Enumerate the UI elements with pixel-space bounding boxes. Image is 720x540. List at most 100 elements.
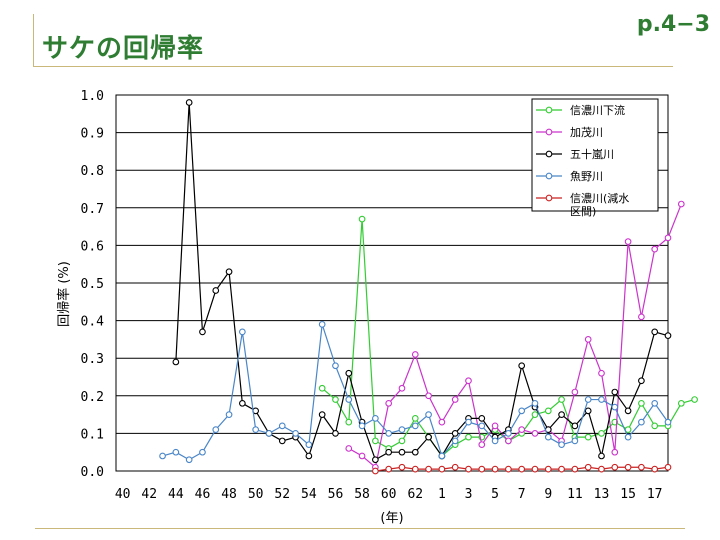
- legend-label: 信濃川下流: [570, 103, 625, 117]
- slide-title: サケの回帰率: [42, 34, 205, 64]
- data-point: [531, 399, 539, 407]
- legend-label: 信濃川(減水: [570, 191, 629, 205]
- x-tick-label: 54: [301, 487, 317, 502]
- data-point: [212, 287, 220, 294]
- data-point: [598, 396, 605, 403]
- bottom-rule: [35, 528, 685, 529]
- series-line: [348, 203, 682, 469]
- data-point: [465, 418, 472, 426]
- data-point: [571, 388, 579, 396]
- x-tick-label: 62: [407, 487, 423, 502]
- data-point: [265, 430, 273, 437]
- data-point: [385, 430, 393, 437]
- data-point: [651, 328, 659, 336]
- data-point: [345, 369, 353, 377]
- y-tick-label: 0.0: [81, 465, 104, 480]
- data-point: [332, 362, 339, 370]
- data-point: [385, 465, 393, 473]
- data-point: [505, 465, 512, 473]
- data-point: [571, 422, 579, 430]
- data-point: [332, 396, 339, 403]
- data-point: [558, 411, 565, 418]
- data-point: [239, 399, 246, 407]
- data-point: [611, 463, 619, 471]
- data-point: [239, 328, 246, 336]
- y-tick-label: 0.3: [81, 352, 104, 367]
- data-point: [571, 437, 579, 445]
- data-point: [584, 336, 592, 343]
- data-point: [638, 399, 645, 407]
- data-point: [385, 399, 393, 407]
- data-point: [185, 99, 193, 106]
- y-tick-labels: 0.0 0.1 0.2 0.3 0.4 0.5 0.6 0.7 0.8 0.9 1.0: [81, 89, 105, 480]
- data-point: [584, 433, 592, 441]
- x-tick-label: 42: [141, 487, 157, 502]
- data-point: [531, 430, 539, 437]
- series-五十嵐川: [172, 99, 672, 464]
- x-tick-label: 9: [544, 487, 552, 502]
- data-point: [598, 369, 605, 377]
- data-point: [278, 422, 286, 430]
- x-tick-label: 3: [465, 487, 473, 502]
- data-point: [491, 422, 499, 430]
- data-point: [438, 418, 446, 426]
- legend-item: 五十嵐川: [536, 147, 614, 161]
- data-point: [438, 452, 446, 460]
- data-point: [531, 465, 539, 473]
- data-point: [292, 430, 299, 437]
- legend-box: [531, 98, 659, 212]
- data-point: [212, 426, 220, 433]
- data-point: [505, 437, 512, 445]
- data-point: [465, 377, 472, 385]
- data-point: [252, 426, 260, 433]
- data-point: [491, 437, 499, 445]
- y-tick-label: 0.7: [81, 202, 104, 217]
- data-point: [518, 407, 526, 415]
- data-point: [465, 433, 472, 441]
- data-point: [451, 463, 459, 471]
- data-point: [278, 437, 286, 445]
- data-point: [159, 452, 166, 460]
- data-point: [199, 328, 206, 336]
- data-point: [385, 448, 393, 456]
- data-point: [411, 465, 419, 473]
- data-point: [172, 358, 180, 366]
- data-point: [544, 407, 552, 415]
- x-tick-label: 56: [328, 487, 344, 502]
- x-tick-label: 60: [381, 487, 397, 502]
- data-point: [558, 396, 565, 403]
- data-point: [345, 396, 353, 403]
- data-point: [398, 426, 406, 433]
- data-point: [358, 215, 366, 223]
- x-tick-label: 13: [594, 487, 610, 502]
- data-point: [372, 437, 379, 445]
- x-tick-label: 52: [274, 487, 290, 502]
- x-tick-label: 7: [518, 487, 526, 502]
- data-point: [638, 377, 645, 385]
- y-tick-label: 0.1: [81, 427, 104, 442]
- data-point: [438, 465, 446, 473]
- data-point: [544, 465, 552, 473]
- data-point: [451, 437, 459, 445]
- y-tick-label: 0.5: [81, 277, 104, 292]
- data-point: [425, 411, 432, 418]
- data-point: [411, 448, 419, 456]
- data-point: [558, 441, 565, 449]
- data-point: [398, 448, 406, 456]
- y-tick-label: 0.9: [81, 127, 104, 142]
- data-point: [478, 422, 486, 430]
- data-point: [225, 268, 233, 276]
- data-point: [372, 456, 379, 464]
- data-point: [518, 362, 526, 370]
- data-point: [598, 430, 605, 437]
- data-point: [584, 407, 592, 415]
- y-tick-label: 1.0: [81, 89, 104, 104]
- data-point: [478, 465, 486, 473]
- x-tick-label: 15: [620, 487, 636, 502]
- data-point: [345, 418, 353, 426]
- data-point: [611, 388, 619, 396]
- data-point: [411, 351, 419, 358]
- data-point: [651, 422, 659, 430]
- data-point: [425, 392, 432, 400]
